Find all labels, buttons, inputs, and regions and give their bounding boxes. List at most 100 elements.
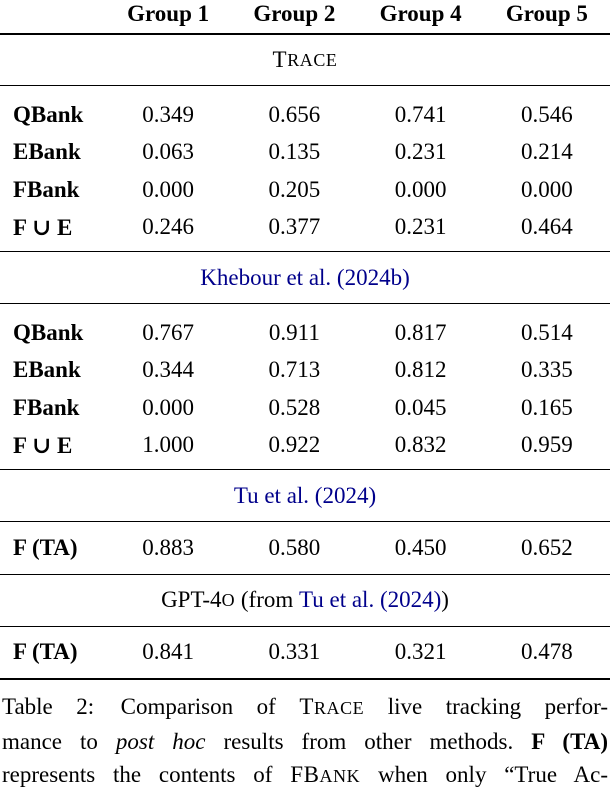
table-row: F (TA) 0.883 0.580 0.450 0.652	[0, 529, 610, 567]
value-cell: 0.000	[142, 394, 194, 420]
trace-smallcaps-lead: T	[272, 47, 288, 72]
table-caption: Table 2: Comparison of TRACE live tracki…	[0, 690, 610, 793]
value-cell: 0.377	[268, 214, 321, 240]
caption-italic-posthoc: post hoc	[115, 729, 206, 754]
table-rule	[0, 573, 610, 575]
caption-text: represents the contents of	[2, 762, 291, 787]
caption-line-3: represents the contents of FBANK when on…	[2, 758, 608, 793]
value-cell: 0.514	[521, 319, 573, 345]
citation-link-tu-2024[interactable]: Tu et al. (2024)	[233, 482, 377, 508]
row-label: FBank	[13, 176, 80, 202]
value-cell: 0.165	[521, 394, 573, 420]
section-title-gpt4o: GPT-4 O (from Tu et al. (2024))	[0, 575, 610, 626]
column-header-group2: Group 2	[253, 1, 336, 26]
caption-line-1: Table 2: Comparison of TRACE live tracki…	[2, 690, 608, 725]
table-rule-bottom	[0, 678, 610, 680]
caption-label: Table 2:	[2, 694, 95, 719]
table-rule	[0, 303, 610, 304]
value-cell: 1.000	[142, 432, 194, 458]
table-row: F ∪ E 1.000 0.922 0.832 0.959	[0, 427, 610, 465]
gpt4o-close-paren: )	[441, 587, 449, 612]
row-label: F (TA)	[13, 639, 78, 665]
value-cell: 0.713	[268, 357, 321, 383]
value-cell: 0.063	[142, 139, 194, 165]
value-cell: 0.652	[521, 534, 573, 560]
caption-text: mance to	[2, 729, 116, 754]
value-cell: 0.000	[394, 176, 447, 202]
value-cell: 0.000	[521, 176, 573, 202]
value-cell: 0.231	[394, 214, 447, 240]
value-cell: 0.528	[268, 394, 321, 420]
table-rule	[0, 625, 610, 627]
row-label: QBank	[13, 319, 84, 345]
value-cell: 0.231	[394, 139, 447, 165]
value-cell: 0.331	[268, 639, 321, 665]
table-row: EBank 0.344 0.713 0.812 0.335	[0, 352, 610, 390]
table-rule	[0, 85, 610, 86]
caption-text: results from other methods.	[205, 729, 532, 754]
trace-smallcaps-rest: RACE	[287, 49, 338, 70]
table-rule	[0, 469, 610, 470]
trace-smallcaps-lead: T	[299, 694, 314, 719]
caption-text: when only “True Ac-	[360, 762, 608, 787]
section-rows-trace: QBank 0.349 0.656 0.741 0.546 EBank 0.06…	[0, 86, 610, 251]
value-cell: 0.450	[394, 534, 447, 560]
table-row: F (TA) 0.841 0.331 0.321 0.478	[0, 634, 610, 672]
value-cell: 0.335	[521, 357, 573, 383]
caption-text: Comparison of	[97, 694, 300, 719]
value-cell: 0.045	[394, 394, 447, 420]
table-row: FBank 0.000 0.528 0.045 0.165	[0, 389, 610, 427]
value-cell: 0.478	[521, 639, 573, 665]
value-cell: 0.580	[268, 534, 321, 560]
value-cell: 0.959	[521, 432, 573, 458]
value-cell: 0.000	[142, 176, 194, 202]
section-rows-tu: F (TA) 0.883 0.580 0.450 0.652	[0, 522, 610, 574]
row-label: F ∪ E	[13, 432, 73, 458]
value-cell: 0.832	[394, 432, 447, 458]
table-row: QBank 0.349 0.656 0.741 0.546	[0, 96, 610, 134]
gpt4o-smallcaps-o: O	[221, 589, 236, 610]
caption-line-2: mance to post hoc results from other met…	[2, 725, 608, 758]
trace-smallcaps-rest: RACE	[313, 698, 365, 718]
value-cell: 0.246	[142, 214, 194, 240]
citation-link-tu-2024-gpt[interactable]: Tu et al. (2024)	[299, 587, 442, 612]
value-cell: 0.883	[142, 534, 194, 560]
value-cell: 0.656	[268, 101, 321, 127]
section-rows-gpt4o: F (TA) 0.841 0.331 0.321 0.478	[0, 627, 610, 679]
value-cell: 0.841	[142, 639, 194, 665]
table-rule	[0, 251, 610, 252]
column-header-group5: Group 5	[505, 1, 588, 26]
table-row: FBank 0.000 0.205 0.000 0.000	[0, 171, 610, 209]
row-label: F (TA)	[13, 534, 78, 560]
gpt4o-label: GPT-4	[161, 587, 222, 612]
value-cell: 0.349	[142, 101, 194, 127]
table-row: QBank 0.767 0.911 0.817 0.514	[0, 314, 610, 352]
table-rule	[0, 521, 610, 522]
row-label: F ∪ E	[13, 214, 73, 240]
value-cell: 0.135	[268, 139, 321, 165]
caption-text: live tracking perfor-	[364, 694, 608, 719]
fbank-smallcaps-lead: FB	[290, 762, 320, 787]
value-cell: 0.344	[142, 357, 194, 383]
fbank-smallcaps-rest: ANK	[319, 766, 361, 786]
value-cell: 0.214	[521, 139, 573, 165]
value-cell: 0.321	[394, 639, 447, 665]
value-cell: 0.817	[394, 319, 447, 345]
table-header-row: Group 1 Group 2 Group 4 Group 5	[0, 0, 610, 33]
row-label: EBank	[13, 357, 81, 383]
column-header-group4: Group 4	[379, 1, 462, 26]
value-cell: 0.812	[394, 357, 447, 383]
caption-bold-fta: F (TA)	[531, 729, 608, 754]
gpt4o-from-text: (from	[235, 587, 299, 612]
value-cell: 0.546	[521, 101, 573, 127]
value-cell: 0.464	[521, 214, 573, 240]
value-cell: 0.911	[268, 319, 320, 345]
citation-link-khebour-2024b[interactable]: Khebour et al. (2024b)	[200, 264, 410, 290]
value-cell: 0.741	[394, 101, 447, 127]
section-title-khebour: Khebour et al. (2024b)	[0, 252, 610, 303]
section-title-trace: T RACE	[0, 35, 610, 85]
section-title-tu: Tu et al. (2024)	[0, 470, 610, 521]
row-label: EBank	[13, 139, 81, 165]
table-row: EBank 0.063 0.135 0.231 0.214	[0, 134, 610, 172]
